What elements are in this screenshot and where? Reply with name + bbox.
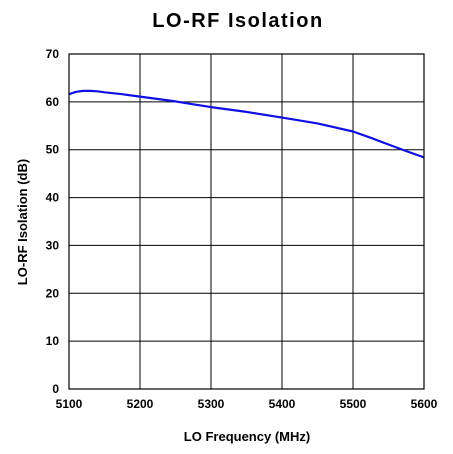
series-line [68,89,425,159]
plot-area [68,53,425,390]
y-tick-label: 10 [46,334,60,348]
x-axis-ticks: 5100 5200 5300 5400 5500 5600 [56,397,438,411]
y-tick-label: 0 [52,382,59,396]
grid [68,53,425,390]
x-tick-label: 5200 [127,397,154,411]
y-tick-label: 70 [46,47,60,61]
y-tick-label: 30 [46,238,60,252]
y-tick-label: 40 [46,191,60,205]
y-axis-label: LO-RF Isolation (dB) [15,159,30,285]
x-tick-label: 5600 [411,397,438,411]
y-tick-label: 20 [46,286,60,300]
series-layer [68,89,425,159]
x-tick-label: 5500 [340,397,367,411]
x-tick-label: 5100 [56,397,83,411]
x-axis-label: LO Frequency (MHz) [184,429,310,444]
x-tick-label: 5300 [198,397,225,411]
chart-title: LO-RF Isolation [152,10,323,32]
x-tick-label: 5400 [269,397,296,411]
y-tick-label: 50 [46,143,60,157]
y-axis-ticks: 0 10 20 30 40 50 60 70 [46,47,60,396]
y-tick-label: 60 [46,95,60,109]
